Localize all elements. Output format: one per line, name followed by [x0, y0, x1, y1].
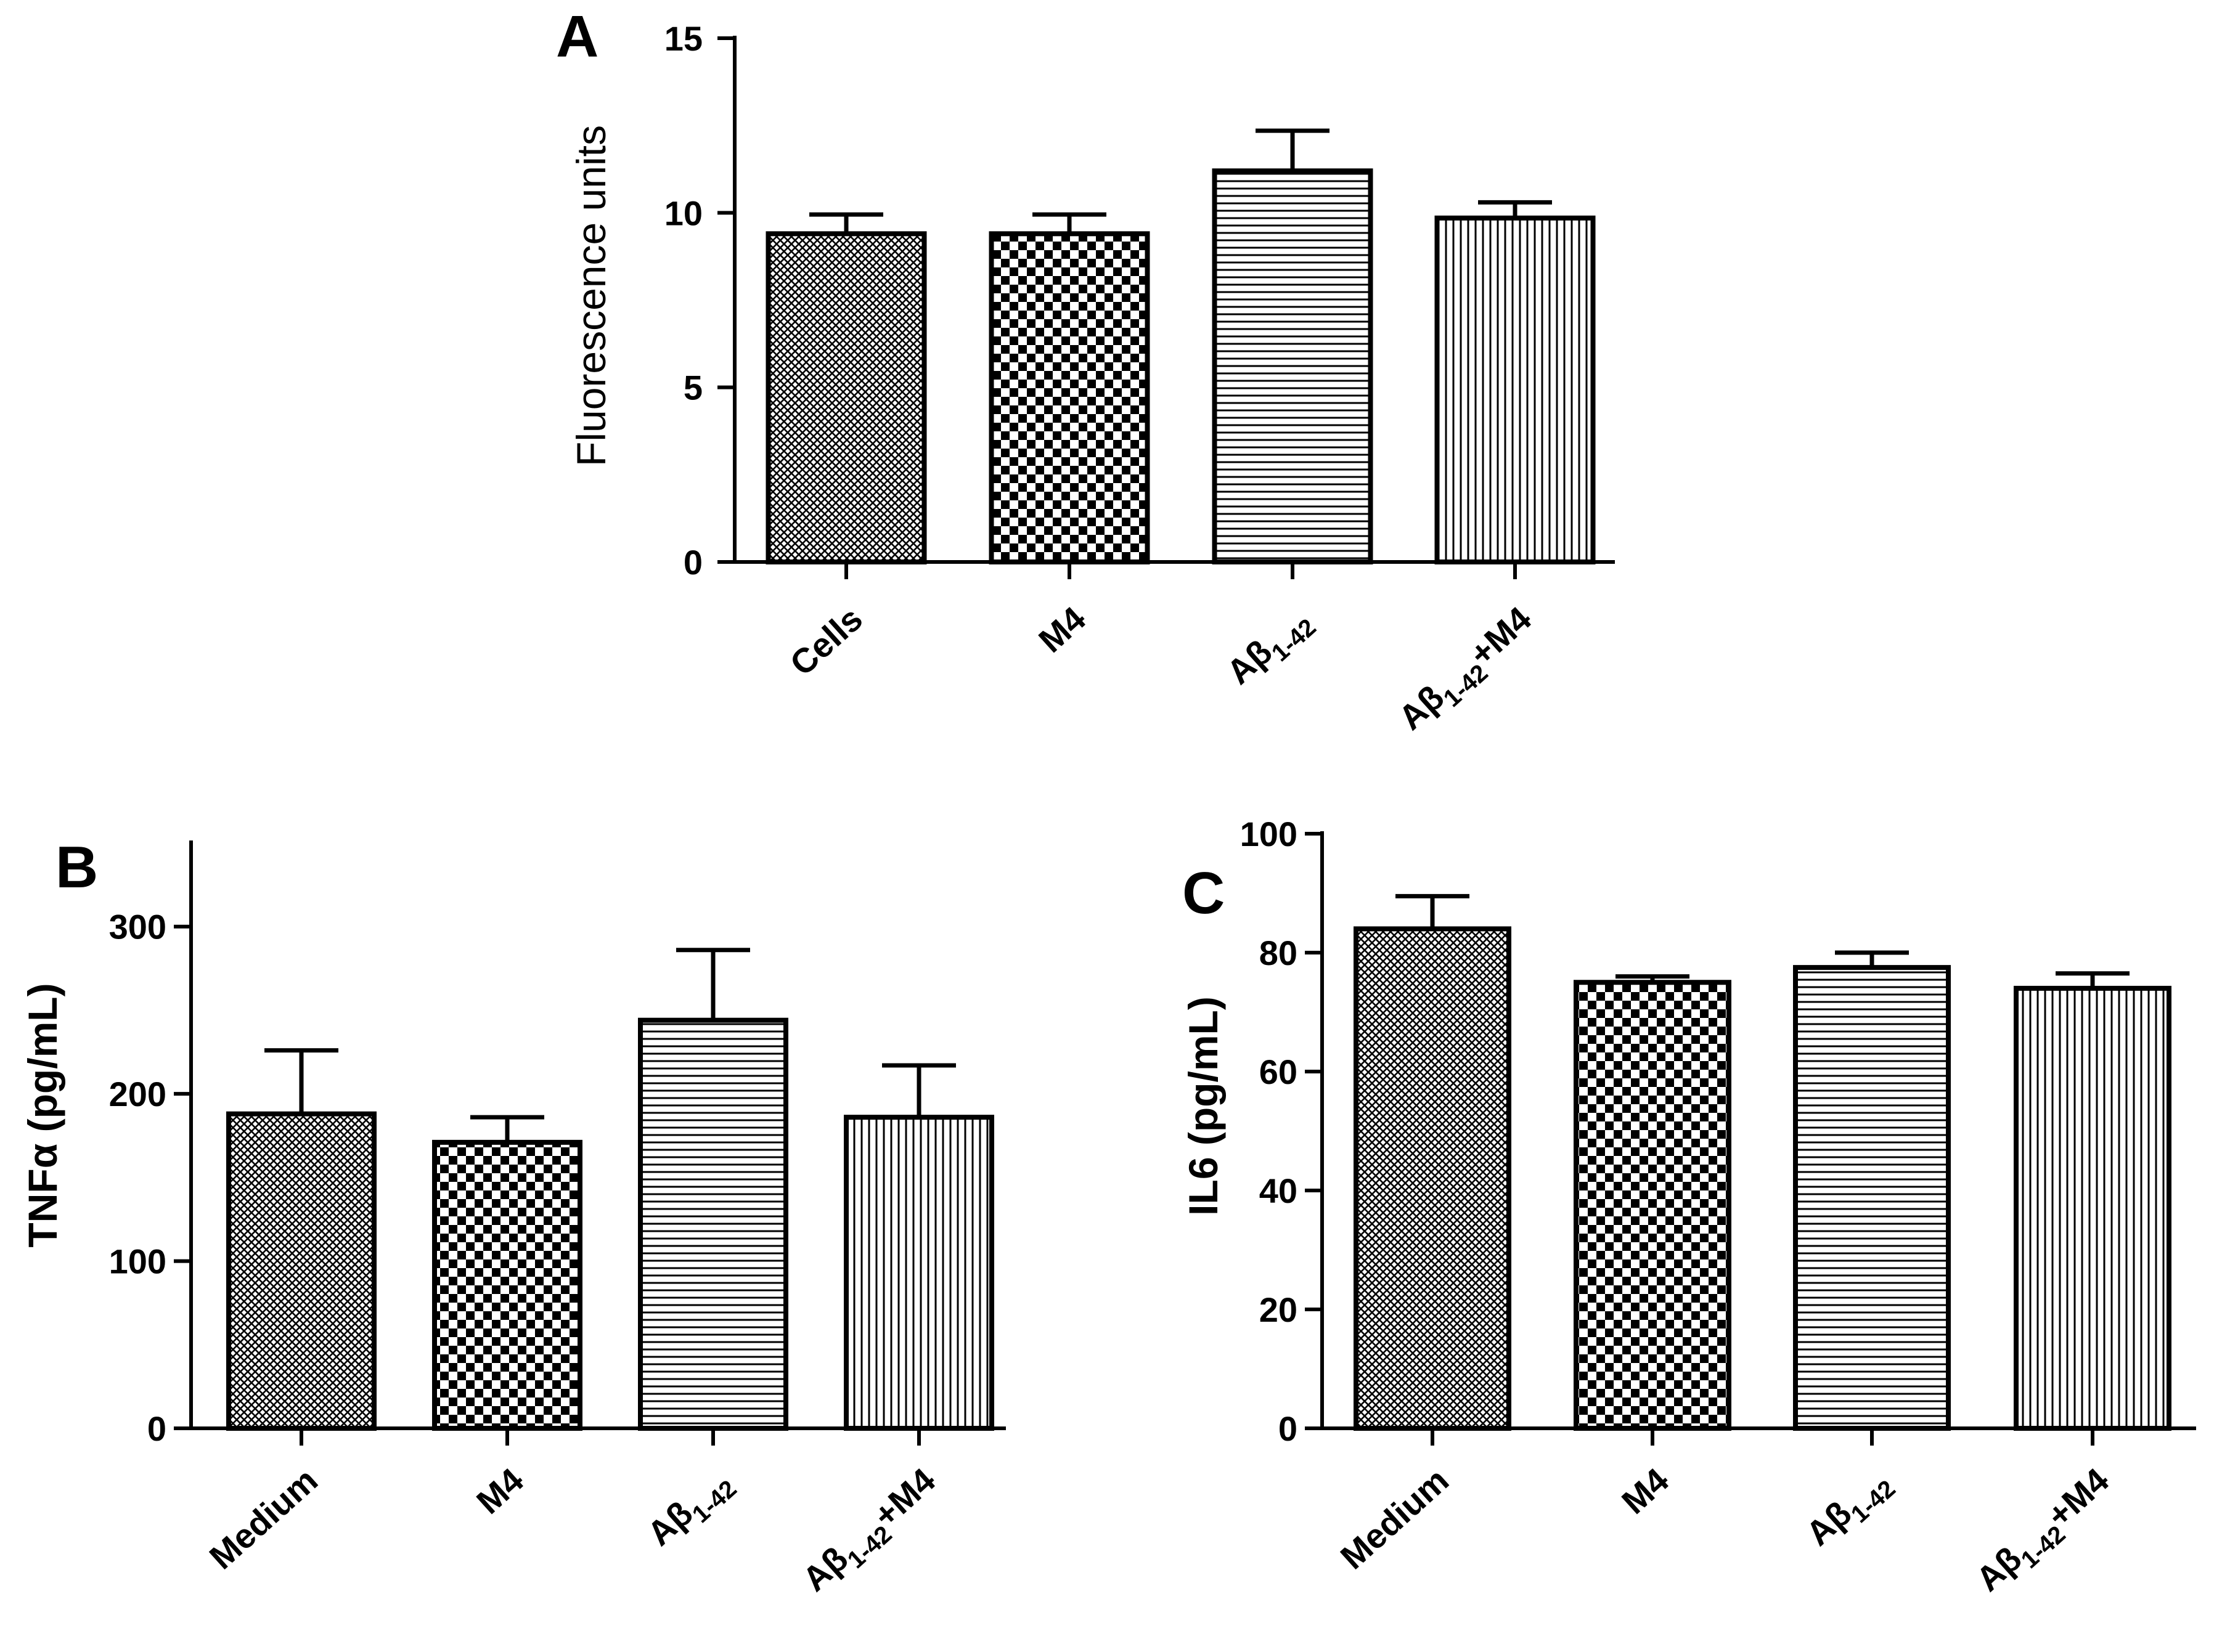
- bar-b-2: [432, 1139, 582, 1431]
- y-tick-label-a-10: 10: [664, 193, 703, 232]
- category-label-a-3: Aβ1-42: [1219, 599, 1321, 698]
- y-tick-label-a-5: 5: [684, 368, 703, 407]
- panel-c-bars: [1354, 926, 2171, 1431]
- panel-c-chart: C 0 20 40 60 80 100 Medium M4 Aβ1-42 Aβ1-42+M4 I…: [1180, 815, 2196, 1605]
- errorbar-b-2: [470, 1115, 544, 1142]
- bar-c-4: [2014, 985, 2171, 1431]
- panel-b-chart: B 0 100 200 300 Medium M4 Aβ1-42 Aβ1-42+M4 TNF…: [20, 834, 1006, 1605]
- bar-a-4: [1434, 215, 1596, 565]
- category-label-c-1: Medium: [1333, 1460, 1456, 1576]
- errorbar-c-3: [1835, 950, 1909, 968]
- category-label-b-3: Aβ1-42: [640, 1460, 742, 1559]
- y-tick-label-b-300: 300: [109, 908, 166, 946]
- category-label-b-4: Aβ1-42+M4: [795, 1460, 948, 1605]
- panel-a-errorbars: [809, 128, 1552, 234]
- panel-a-axes: [717, 36, 1615, 579]
- y-tick-label-a-15: 15: [664, 19, 703, 58]
- y-tick-label-c-80: 80: [1259, 934, 1297, 972]
- bar-b-1: [226, 1111, 377, 1431]
- bar-c-1: [1354, 926, 1511, 1431]
- panel-b-axes: [174, 840, 1006, 1446]
- category-label-a-2: M4: [1031, 599, 1093, 660]
- category-label-b-1: Medium: [202, 1460, 325, 1576]
- errorbar-a-3: [1256, 128, 1330, 171]
- panel-a-categories: Cells M4 Aβ1-42 Aβ1-42+M4: [782, 599, 1544, 743]
- panel-a-ticklabels: 0 5 10 15: [664, 19, 703, 582]
- bar-c-2: [1574, 980, 1731, 1431]
- bar-a-1: [766, 231, 927, 565]
- bar-c-3: [1793, 965, 1951, 1431]
- panel-c-letter: C: [1182, 860, 1225, 926]
- errorbar-b-4: [882, 1063, 956, 1118]
- errorbar-a-2: [1032, 212, 1106, 234]
- errorbar-b-3: [676, 948, 750, 1020]
- panel-b-errorbars: [264, 948, 956, 1142]
- panel-b-letter: B: [55, 834, 98, 900]
- category-label-c-2: M4: [1614, 1460, 1676, 1521]
- panel-c-categories: Medium M4 Aβ1-42 Aβ1-42+M4: [1333, 1460, 2122, 1605]
- errorbar-c-2: [1615, 974, 1689, 983]
- category-label-c-4: Aβ1-42+M4: [1969, 1460, 2122, 1605]
- y-tick-label-c-20: 20: [1259, 1290, 1297, 1329]
- panel-c-errorbars: [1395, 893, 2130, 988]
- y-tick-label-c-40: 40: [1259, 1171, 1297, 1210]
- category-label-a-1: Cells: [782, 599, 870, 683]
- panel-a-chart: A 0 5 10 15 Cells M4 Aβ1-42 Aβ1-42+M4 Fluoresc…: [556, 4, 1615, 743]
- bar-b-3: [638, 1017, 788, 1431]
- y-tick-label-c-60: 60: [1259, 1052, 1297, 1091]
- y-tick-label-c-100: 100: [1240, 815, 1297, 853]
- errorbar-b-1: [264, 1048, 338, 1114]
- bar-b-4: [844, 1115, 994, 1431]
- panel-b-bars: [226, 1017, 994, 1431]
- y-tick-label-b-200: 200: [109, 1075, 166, 1113]
- bar-a-3: [1212, 168, 1373, 565]
- panel-c-ylabel: IL6 (pg/mL): [1180, 996, 1226, 1216]
- errorbar-c-1: [1395, 893, 1469, 929]
- panel-b-ticklabels: 0 100 200 300: [109, 908, 166, 1448]
- panel-a-letter: A: [556, 4, 598, 70]
- panel-c-axes: [1305, 831, 2196, 1446]
- panel-c-ticklabels: 0 20 40 60 80 100: [1240, 815, 1297, 1448]
- y-tick-label-c-0: 0: [1278, 1409, 1297, 1448]
- panel-a-bars: [766, 168, 1596, 565]
- bar-a-2: [989, 231, 1150, 565]
- y-tick-label-b-0: 0: [147, 1409, 166, 1448]
- category-label-a-4: Aβ1-42+M4: [1391, 599, 1544, 743]
- panel-b-categories: Medium M4 Aβ1-42 Aβ1-42+M4: [202, 1460, 948, 1605]
- panel-a-ylabel: Fluorescence units: [568, 125, 614, 466]
- errorbar-a-1: [809, 212, 883, 234]
- category-label-c-3: Aβ1-42: [1799, 1460, 1901, 1559]
- y-tick-label-a-0: 0: [684, 543, 703, 582]
- category-label-b-2: M4: [469, 1460, 531, 1521]
- panel-b-ylabel: TNFα (pg/mL): [20, 983, 65, 1247]
- y-tick-label-b-100: 100: [109, 1242, 166, 1281]
- errorbar-c-4: [2056, 971, 2130, 988]
- errorbar-a-4: [1478, 200, 1552, 218]
